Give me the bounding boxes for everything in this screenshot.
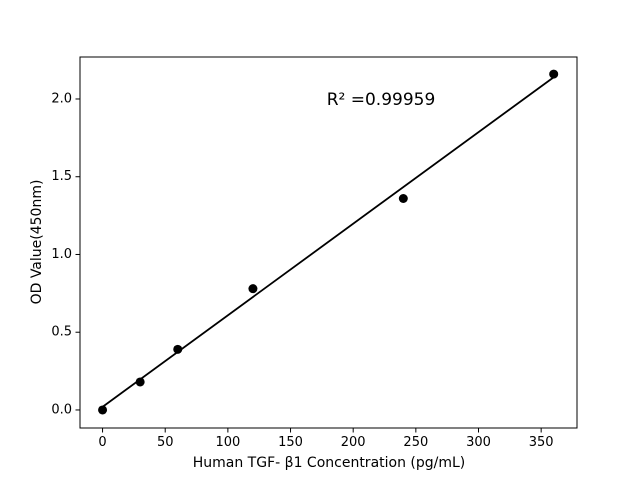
data-point <box>98 405 108 415</box>
y-tick-label: 0.5 <box>51 325 72 340</box>
x-tick-label: 300 <box>466 435 491 450</box>
x-tick-label: 100 <box>215 435 240 450</box>
x-tick-label: 150 <box>278 435 303 450</box>
x-axis-label: Human TGF- β1 Concentration (pg/mL) <box>192 455 466 471</box>
fit-line <box>101 76 555 408</box>
data-point <box>398 193 408 203</box>
y-tick-label: 1.5 <box>51 169 72 184</box>
x-tick-label: 350 <box>529 435 554 450</box>
x-tick-label: 0 <box>98 435 106 450</box>
x-tick-label: 200 <box>341 435 366 450</box>
r-squared-annotation: R² =0.99959 <box>326 90 436 110</box>
x-tick-label: 50 <box>157 435 174 450</box>
y-axis-label: OD Value(450nm) <box>29 179 45 305</box>
data-point <box>549 69 559 79</box>
y-tick-label: 2.0 <box>51 91 72 106</box>
data-point <box>248 284 258 294</box>
data-point <box>135 377 145 387</box>
data-point <box>173 344 183 354</box>
plot-frame <box>79 56 578 429</box>
y-tick-label: 0.0 <box>51 402 72 417</box>
x-tick-label: 250 <box>403 435 428 450</box>
y-tick-label: 1.0 <box>51 247 72 262</box>
